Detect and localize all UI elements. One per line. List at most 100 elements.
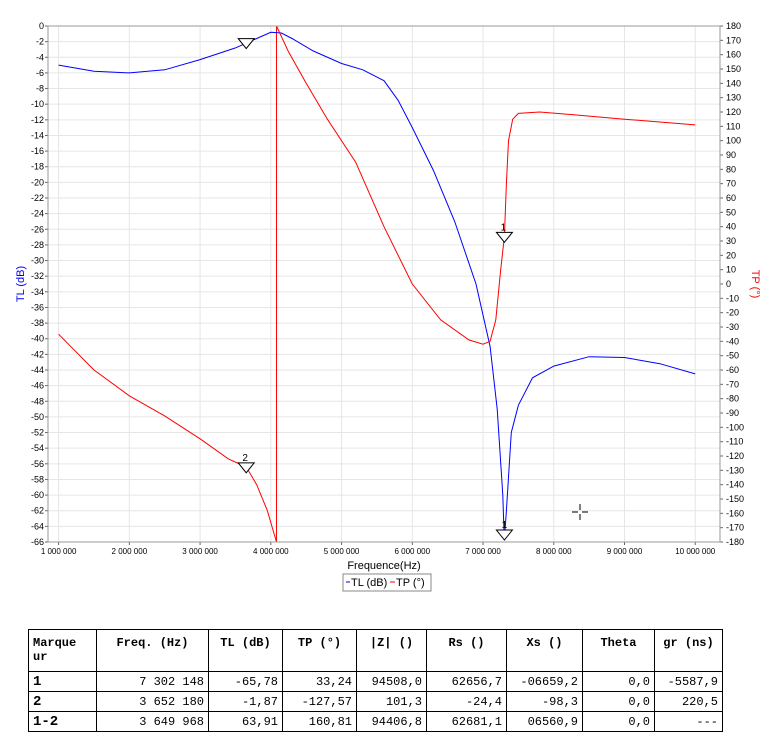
cell-tl: -1,87 [208, 691, 283, 712]
cell-z: 101,3 [356, 691, 427, 712]
y-tick-label: -32 [31, 271, 44, 281]
y2-tick-label: -20 [726, 308, 739, 318]
chart: 0 -2 -4 -6 -8 -10 -12 -14 -16 -18 -20 -22 -24 -26 -28 -… [15, 21, 761, 592]
cell-freq: 7 302 148 [96, 671, 209, 692]
y-tick-label: -22 [31, 193, 44, 203]
table-row[interactable]: 2 3 652 180 -1,87 -127,57 101,3 -24,4 -9… [28, 691, 723, 712]
cell-z: 94406,8 [356, 711, 427, 732]
y2-tick-label: 60 [726, 193, 736, 203]
y-tick-label: -8 [36, 84, 44, 94]
marker-2-label: 2 [242, 453, 248, 464]
cell-rs: 62656,7 [426, 671, 507, 692]
cell-tl: -65,78 [208, 671, 283, 692]
y2-tick-label: 0 [726, 279, 731, 289]
grid [48, 25, 720, 543]
cell-z: 94508,0 [356, 671, 427, 692]
y2-tick-label: -180 [726, 537, 744, 547]
y-tick-label: -48 [31, 396, 44, 406]
series-layer [58, 25, 696, 543]
y2-tick-label: -90 [726, 408, 739, 418]
cell-rs: 62681,1 [426, 711, 507, 732]
y-tick-label: -50 [31, 412, 44, 422]
x-tick-label: 3 000 000 [182, 547, 218, 556]
table-row[interactable]: 1-2 3 649 968 63,91 160,81 94406,8 62681… [28, 711, 723, 732]
series-line-tp [58, 333, 277, 543]
y-tick-label: -38 [31, 318, 44, 328]
marker-1-tp-triangle [495, 231, 514, 244]
col-header-tp[interactable]: TP (°) [282, 629, 357, 672]
y-tick-label: -64 [31, 521, 44, 531]
y2-tick-label: -40 [726, 336, 739, 346]
x-tick-label: 9 000 000 [607, 547, 643, 556]
legend[interactable]: TL (dB) TP (°) [342, 573, 432, 592]
y-tick-label: -2 [36, 37, 44, 47]
y2-tick-label: -30 [726, 322, 739, 332]
col-header-marker[interactable]: Marque ur [28, 629, 97, 672]
marker-table-container: Marque ur Freq. (Hz) TL (dB) TP (°) |Z| … [28, 629, 723, 732]
col-header-xs[interactable]: Xs () [506, 629, 583, 672]
y2-tick-label: -130 [726, 465, 744, 475]
y-tick-label: -20 [31, 177, 44, 187]
legend-item-tp: TP (°) [396, 577, 425, 589]
col-header-rs[interactable]: Rs () [426, 629, 507, 672]
y-tick-label: -44 [31, 365, 44, 375]
y-axis-ticks: 0 -2 -4 -6 -8 -10 -12 -14 -16 -18 -20 -22 -24 -26 -28 -… [31, 21, 48, 547]
x-tick-label: 8 000 000 [536, 547, 572, 556]
y-tick-label: -52 [31, 428, 44, 438]
x-axis-ticks: 1 000 000 2 000 000 3 000 000 4 000 000 5 00… [41, 542, 716, 556]
cell-marker: 1-2 [28, 711, 97, 732]
cell-gr: 220,5 [654, 691, 723, 712]
marker-1-label: 1 [501, 222, 507, 233]
col-header-tl[interactable]: TL (dB) [208, 629, 283, 672]
col-header-freq[interactable]: Freq. (Hz) [96, 629, 209, 672]
col-header-gr[interactable]: gr (ns) [654, 629, 723, 672]
y2-tick-label: 90 [726, 150, 736, 160]
y-tick-label: -62 [31, 506, 44, 516]
cell-theta: 0,0 [582, 711, 655, 732]
y-tick-label: -58 [31, 474, 44, 484]
marker-table: Marque ur Freq. (Hz) TL (dB) TP (°) |Z| … [28, 629, 723, 732]
cell-xs: 06560,9 [506, 711, 583, 732]
y2-tick-label: 160 [726, 50, 741, 60]
y-tick-label: -46 [31, 381, 44, 391]
cell-gr: -5587,9 [654, 671, 723, 692]
y2-tick-label: -70 [726, 379, 739, 389]
cell-freq: 3 652 180 [96, 691, 209, 712]
series-line-tp [276, 25, 696, 345]
y-tick-label: -28 [31, 240, 44, 250]
table-row[interactable]: 1 7 302 148 -65,78 33,24 94508,0 62656,7… [28, 671, 723, 692]
table-header-row: Marque ur Freq. (Hz) TL (dB) TP (°) |Z| … [28, 629, 723, 672]
y-tick-label: -14 [31, 130, 44, 140]
y2-tick-label: -120 [726, 451, 744, 461]
y-tick-label: -16 [31, 146, 44, 156]
cell-rs: -24,4 [426, 691, 507, 712]
y-tick-label: -60 [31, 490, 44, 500]
col-header-theta[interactable]: Theta [582, 629, 655, 672]
marker-2-tp-triangle [237, 462, 256, 474]
y2-tick-label: 110 [726, 121, 740, 131]
marker-1-tl-triangle [495, 529, 514, 541]
y-tick-label: -10 [31, 99, 44, 109]
y2-tick-label: 80 [726, 164, 736, 174]
y-tick-label: -42 [31, 349, 44, 359]
y-axis-label: TL (dB) [15, 266, 27, 302]
y2-tick-label: 150 [726, 64, 741, 74]
y-tick-label: -18 [31, 162, 44, 172]
col-header-z[interactable]: |Z| () [356, 629, 427, 672]
cell-tp: -127,57 [282, 691, 357, 712]
y-tick-label: -54 [31, 443, 44, 453]
y-tick-label: -6 [36, 68, 44, 78]
cell-freq: 3 649 968 [96, 711, 209, 732]
y2-tick-label: 20 [726, 250, 736, 260]
x-tick-label: 10 000 000 [675, 547, 716, 556]
y2-tick-label: -150 [726, 494, 744, 504]
x-tick-label: 5 000 000 [324, 547, 360, 556]
y-tick-label: -34 [31, 287, 44, 297]
y2-tick-label: -80 [726, 394, 739, 404]
y2-tick-label: -140 [726, 480, 744, 490]
y2-tick-label: -110 [726, 437, 743, 447]
cell-theta: 0,0 [582, 691, 655, 712]
y2-tick-label: 70 [726, 179, 736, 189]
y-tick-label: -40 [31, 334, 44, 344]
y-tick-label: -4 [36, 52, 44, 62]
